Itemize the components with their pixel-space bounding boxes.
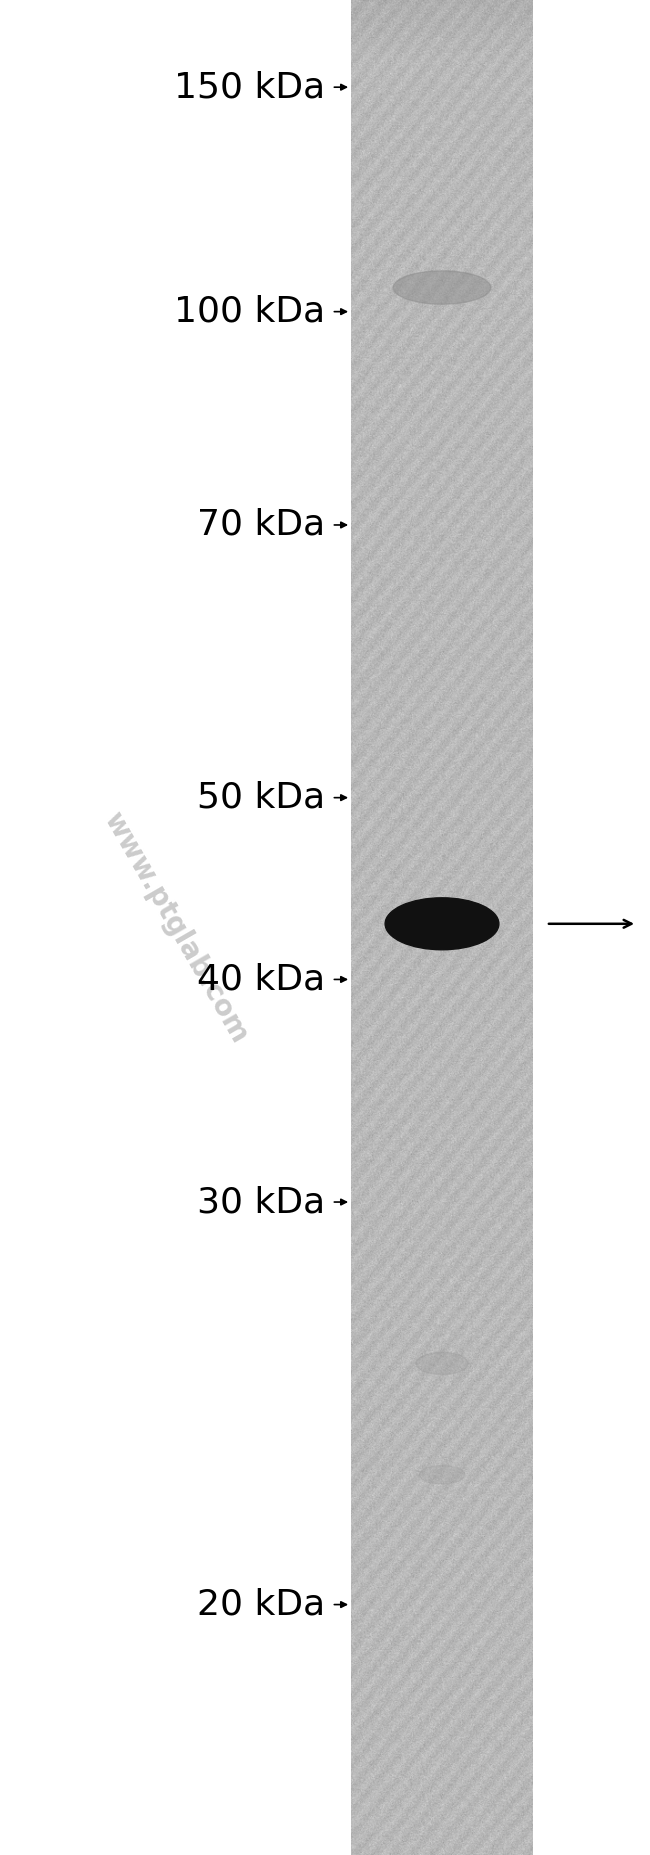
Ellipse shape [385,898,499,950]
Text: 50 kDa: 50 kDa [197,781,325,814]
Text: 40 kDa: 40 kDa [197,963,325,996]
Ellipse shape [393,271,491,304]
Text: 20 kDa: 20 kDa [197,1588,325,1621]
Text: www.ptglab.com: www.ptglab.com [98,807,253,1048]
Ellipse shape [394,905,490,942]
Text: 30 kDa: 30 kDa [197,1185,325,1219]
Text: 100 kDa: 100 kDa [174,295,325,328]
Ellipse shape [419,1465,465,1484]
Text: 70 kDa: 70 kDa [197,508,325,542]
Text: 150 kDa: 150 kDa [174,70,325,104]
Ellipse shape [416,1352,468,1375]
Ellipse shape [408,913,476,935]
